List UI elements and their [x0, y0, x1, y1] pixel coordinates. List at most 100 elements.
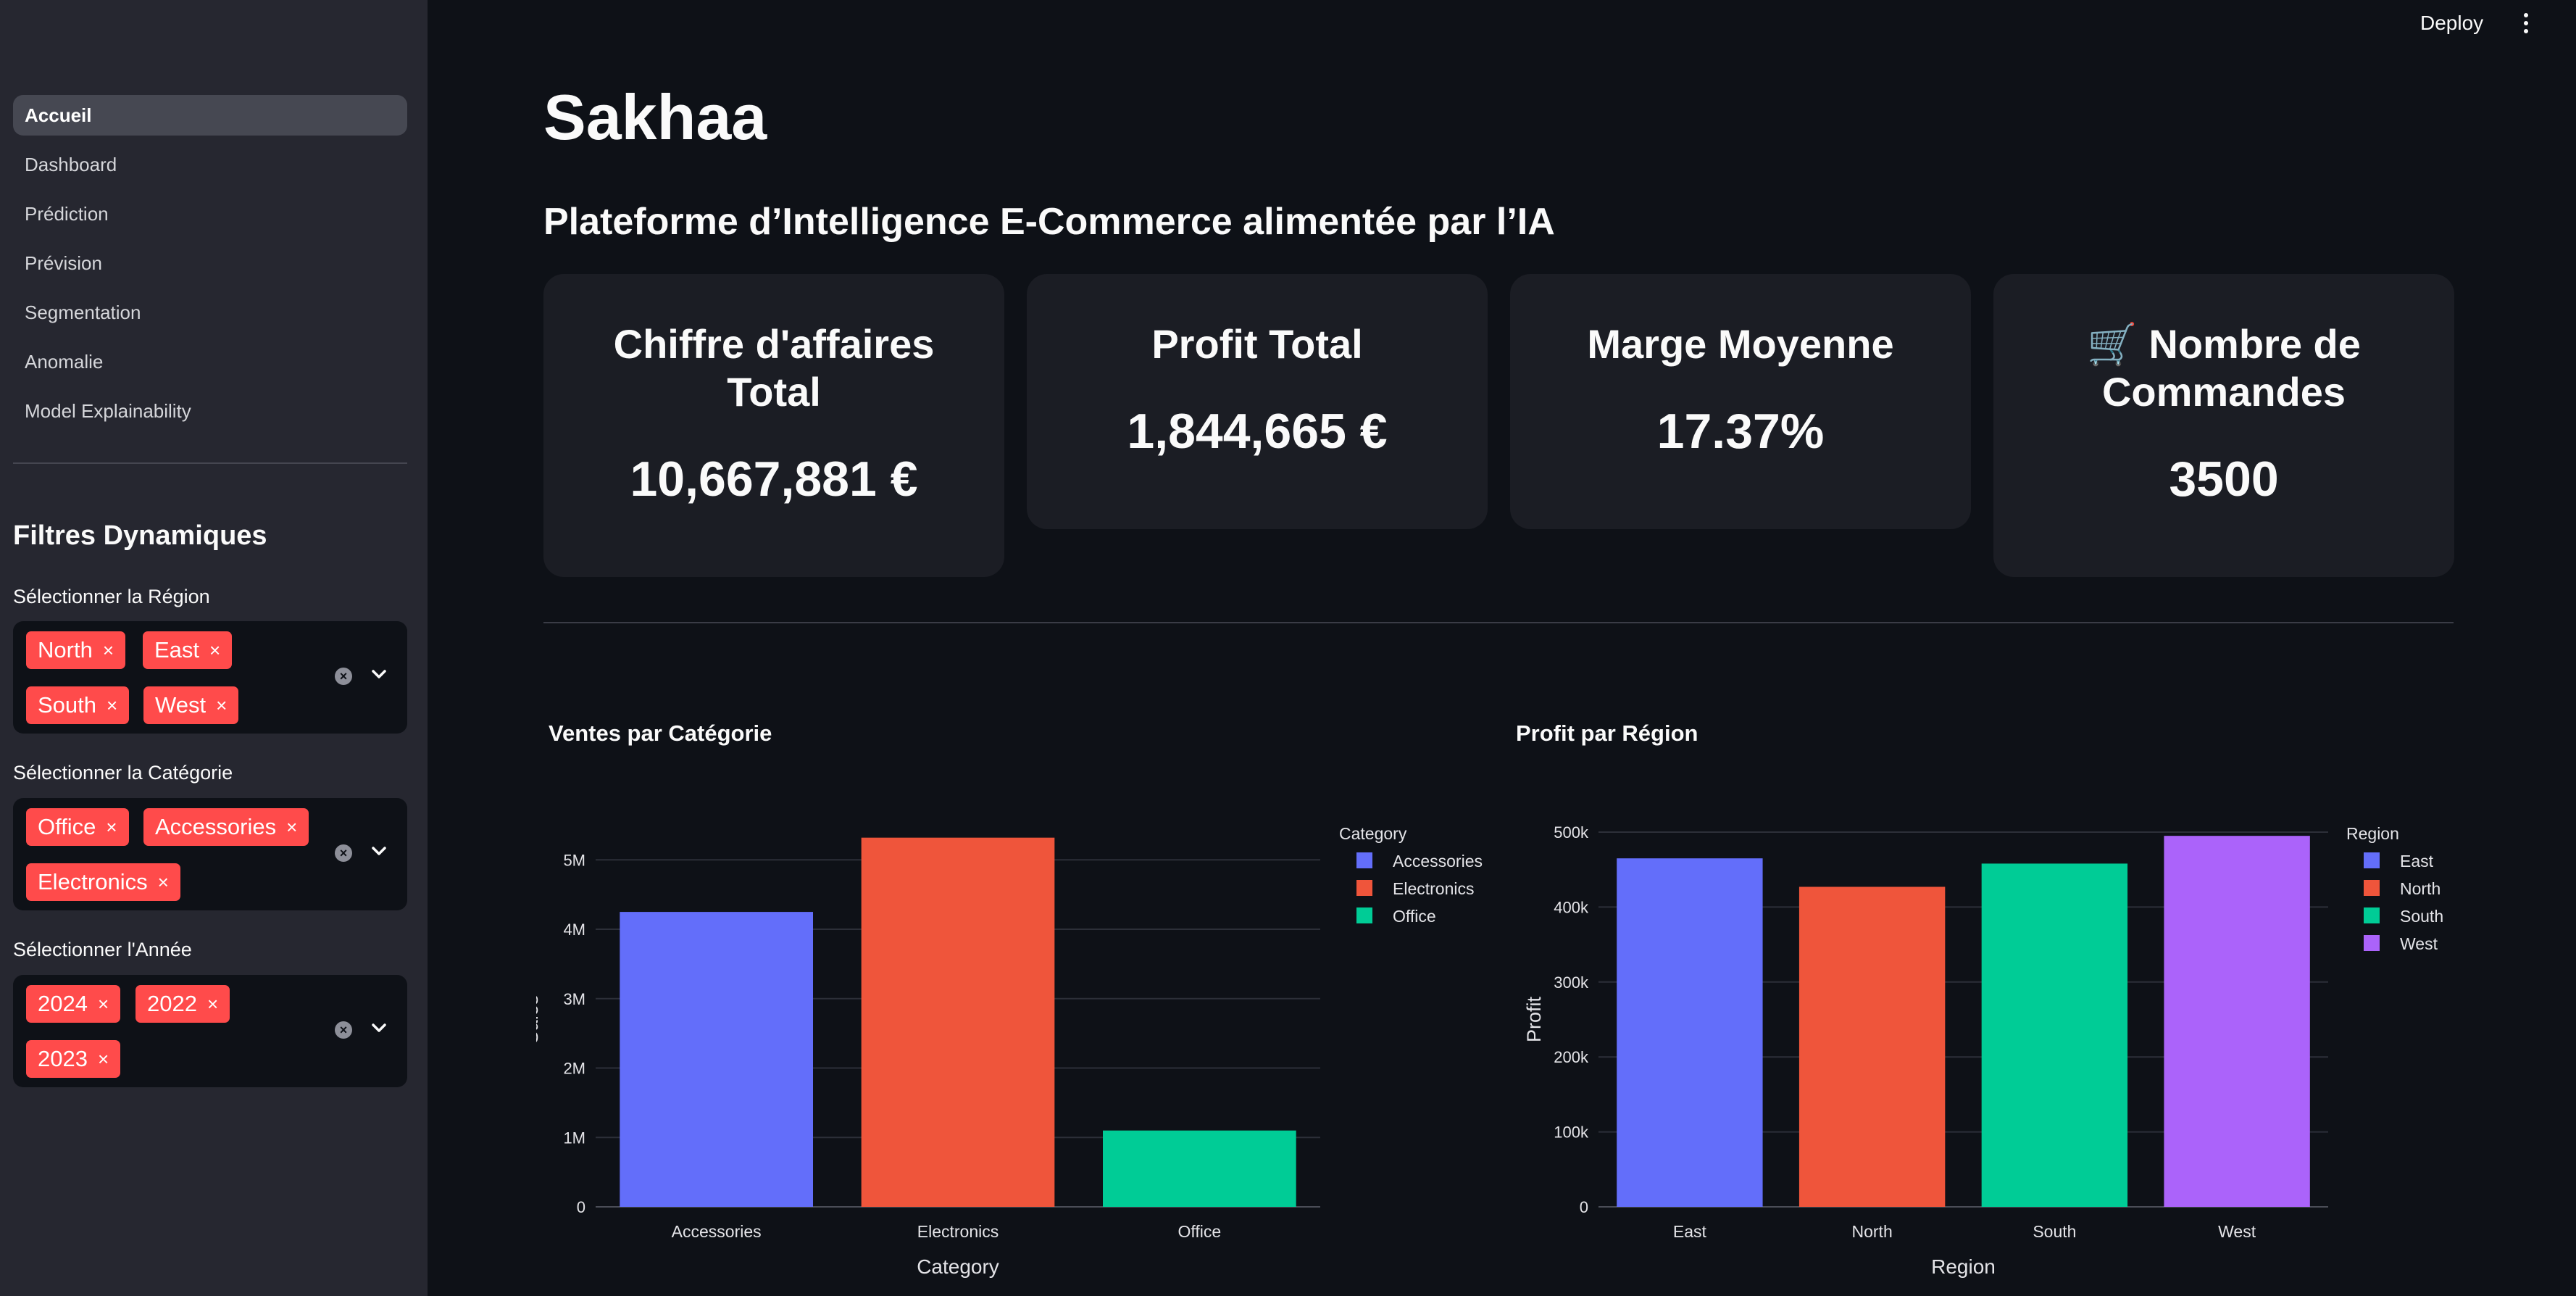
tag-label: 2022 — [147, 991, 197, 1016]
year-filter-label: Sélectionner l'Année — [13, 939, 192, 960]
x-axis-title: Category — [917, 1255, 999, 1278]
nav-item-accueil[interactable]: Accueil — [13, 95, 407, 136]
chart-title-profit: Profit par Région — [1516, 720, 1698, 746]
nav-item-segmentation[interactable]: Segmentation — [25, 301, 141, 323]
tag-remove-icon[interactable]: × — [106, 815, 117, 838]
nav-item-dashboard[interactable]: Dashboard — [25, 153, 117, 175]
year-tag-2022[interactable]: 2022 × — [136, 985, 230, 1023]
year-multiselect[interactable]: 2024 × 2022 × 2023 × × — [13, 975, 407, 1087]
metric-value: 3500 — [2169, 452, 2279, 507]
kebab-menu-icon[interactable] — [2522, 13, 2530, 36]
clear-all-icon[interactable]: × — [335, 668, 352, 685]
tag-remove-icon[interactable]: × — [107, 694, 118, 716]
year-tag-2023[interactable]: 2023 × — [26, 1040, 121, 1078]
metric-label: Profit Total — [1151, 321, 1363, 367]
region-tag-west[interactable]: West × — [143, 686, 239, 724]
tag-label: North — [38, 637, 93, 662]
legend-swatch — [2364, 935, 2380, 951]
nav-item-prediction[interactable]: Prédiction — [25, 202, 109, 225]
nav-item-anomalie[interactable]: Anomalie — [25, 350, 104, 373]
metric-label: Chiffre d'affaires Total — [613, 321, 935, 415]
legend-item: Electronics — [1393, 879, 1474, 898]
x-tick-label: North — [1852, 1222, 1893, 1241]
tag-remove-icon[interactable]: × — [97, 992, 109, 1015]
y-tick-label: 3M — [563, 990, 585, 1008]
clear-all-icon[interactable]: × — [335, 1021, 352, 1039]
page-subtitle: Plateforme d’Intelligence E-Commerce ali… — [543, 201, 1555, 243]
filters-title: Filtres Dynamiques — [13, 520, 267, 551]
category-tag-electronics[interactable]: Electronics × — [26, 863, 180, 901]
x-tick-label: West — [2218, 1222, 2256, 1241]
metric-label: 🛒 Nombre de Commandes — [2087, 321, 2361, 415]
region-tag-east[interactable]: East × — [143, 631, 233, 669]
legend-item: South — [2400, 907, 2443, 926]
tag-remove-icon[interactable]: × — [286, 815, 298, 838]
clear-all-icon[interactable]: × — [335, 844, 352, 862]
bar-accessories[interactable] — [620, 912, 813, 1207]
metric-card-margin: Marge Moyenne 17.37% — [1510, 274, 1971, 529]
tag-remove-icon[interactable]: × — [216, 694, 228, 716]
category-multiselect[interactable]: Office × Accessories × Electronics × × — [13, 798, 407, 910]
legend-item: North — [2400, 879, 2440, 898]
bar-south[interactable] — [1981, 863, 2128, 1207]
tag-remove-icon[interactable]: × — [97, 1047, 109, 1070]
y-axis-title: Profit — [1523, 996, 1545, 1042]
x-tick-label: East — [1673, 1222, 1707, 1241]
metric-value: 17.37% — [1656, 404, 1825, 459]
x-tick-label: Accessories — [672, 1222, 762, 1241]
y-axis-title: Sales — [536, 995, 542, 1044]
tag-remove-icon[interactable]: × — [207, 992, 219, 1015]
profit-by-region-chart[interactable]: 0 100k 200k 300k 400k 500k East North South West R… — [1507, 790, 2478, 1296]
sidebar-nav: Accueil Dashboard Prédiction Prévision S… — [13, 95, 407, 440]
nav-item-model-explainability[interactable]: Model Explainability — [25, 399, 191, 422]
x-tick-label: Electronics — [917, 1222, 999, 1241]
metric-card-revenue: Chiffre d'affaires Total 10,667,881 € — [543, 274, 1004, 577]
metric-label: Marge Moyenne — [1587, 321, 1894, 367]
tag-remove-icon[interactable]: × — [102, 639, 114, 661]
y-tick-label: 200k — [1554, 1048, 1589, 1066]
legend-title: Category — [1339, 824, 1407, 843]
tag-label: Electronics — [38, 869, 148, 894]
chart-title-sales: Ventes par Catégorie — [549, 720, 772, 746]
year-tag-2024[interactable]: 2024 × — [26, 985, 121, 1023]
deploy-button[interactable]: Deploy — [2420, 12, 2484, 34]
bar-north[interactable] — [1798, 886, 1946, 1207]
nav-item-prevision[interactable]: Prévision — [25, 252, 102, 274]
bar-electronics[interactable] — [861, 837, 1055, 1207]
tag-label: Office — [38, 814, 96, 839]
tag-label: East — [154, 637, 200, 662]
category-tag-accessories[interactable]: Accessories × — [143, 808, 309, 846]
tag-remove-icon[interactable]: × — [209, 639, 221, 661]
bar-office[interactable] — [1103, 1130, 1296, 1207]
section-divider — [543, 622, 2454, 623]
tag-label: West — [155, 692, 207, 718]
region-tag-north[interactable]: North × — [26, 631, 125, 669]
region-multiselect[interactable]: North × East × South × West × × — [13, 621, 407, 734]
legend-swatch — [2364, 852, 2380, 868]
tag-label: 2024 — [38, 991, 88, 1016]
sales-by-category-chart[interactable]: 0 1M 2M 3M 4M 5M Accessories Electronics Office C… — [536, 790, 1507, 1296]
legend-item: West — [2400, 934, 2438, 953]
bar-west[interactable] — [2164, 836, 2310, 1207]
legend-item: Accessories — [1393, 852, 1483, 871]
chevron-down-icon[interactable] — [370, 1018, 388, 1037]
category-tag-office[interactable]: Office × — [26, 808, 129, 846]
tag-label: Accessories — [155, 814, 277, 839]
legend-swatch — [2364, 907, 2380, 923]
metric-value: 10,667,881 € — [630, 452, 918, 507]
metric-value: 1,844,665 € — [1127, 404, 1388, 459]
tag-remove-icon[interactable]: × — [157, 871, 169, 893]
y-tick-label: 300k — [1554, 973, 1589, 992]
tag-label: 2023 — [38, 1046, 88, 1071]
chevron-down-icon[interactable] — [370, 665, 388, 684]
chevron-down-icon[interactable] — [370, 842, 388, 860]
metric-card-orders: 🛒 Nombre de Commandes 3500 — [1993, 274, 2454, 577]
legend-item: Office — [1393, 907, 1436, 926]
y-tick-label: 5M — [563, 851, 585, 869]
region-tag-south[interactable]: South × — [26, 686, 130, 724]
y-tick-label: 500k — [1554, 823, 1589, 842]
x-tick-label: Office — [1178, 1222, 1222, 1241]
y-tick-label: 4M — [563, 921, 585, 939]
bar-east[interactable] — [1617, 858, 1763, 1207]
legend-swatch — [1356, 880, 1372, 896]
